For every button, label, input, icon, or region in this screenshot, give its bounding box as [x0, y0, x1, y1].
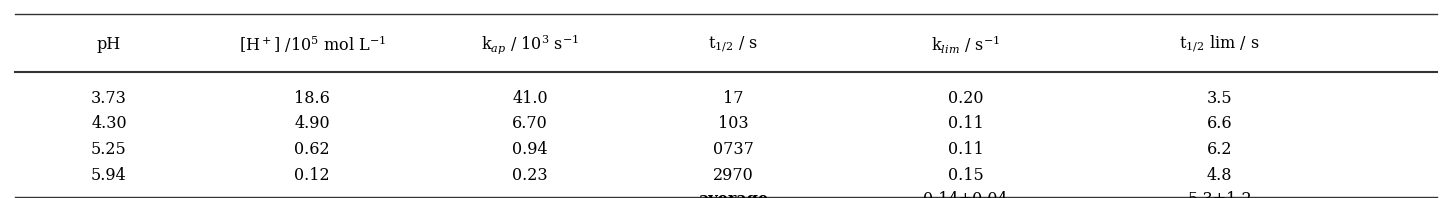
Text: t$_{1/2}$ lim / s: t$_{1/2}$ lim / s — [1179, 34, 1260, 55]
Text: 0.12: 0.12 — [295, 167, 330, 184]
Text: 5.25: 5.25 — [91, 141, 126, 158]
Text: k$_{ap}$ / 10$^3$ s$^{-1}$: k$_{ap}$ / 10$^3$ s$^{-1}$ — [481, 33, 579, 56]
Text: 17: 17 — [723, 89, 743, 107]
Text: 4.90: 4.90 — [295, 115, 330, 132]
Text: 5.3±1.2: 5.3±1.2 — [1188, 191, 1252, 198]
Text: 0.20: 0.20 — [948, 89, 983, 107]
Text: 6.6: 6.6 — [1207, 115, 1233, 132]
Text: 0.11: 0.11 — [948, 115, 983, 132]
Text: 0.11: 0.11 — [948, 141, 983, 158]
Text: 0.62: 0.62 — [295, 141, 330, 158]
Text: 4.30: 4.30 — [91, 115, 126, 132]
Text: 6.70: 6.70 — [513, 115, 547, 132]
Text: k$_{lim}$ / s$^{-1}$: k$_{lim}$ / s$^{-1}$ — [931, 33, 1000, 56]
Text: 0737: 0737 — [713, 141, 754, 158]
Text: 0.14±0.04: 0.14±0.04 — [923, 191, 1008, 198]
Text: 2970: 2970 — [713, 167, 754, 184]
Text: 103: 103 — [717, 115, 749, 132]
Text: pH: pH — [97, 36, 121, 53]
Text: 18.6: 18.6 — [295, 89, 330, 107]
Text: t$_{1/2}$ / s: t$_{1/2}$ / s — [709, 34, 758, 55]
Text: 4.8: 4.8 — [1207, 167, 1233, 184]
Text: average: average — [698, 191, 768, 198]
Text: 3.73: 3.73 — [91, 89, 126, 107]
Text: 0.94: 0.94 — [513, 141, 547, 158]
Text: [H$^+$] /10$^5$ mol L$^{-1}$: [H$^+$] /10$^5$ mol L$^{-1}$ — [238, 34, 386, 55]
Text: 3.5: 3.5 — [1207, 89, 1233, 107]
Text: 5.94: 5.94 — [91, 167, 126, 184]
Text: 0.15: 0.15 — [948, 167, 983, 184]
Text: 41.0: 41.0 — [513, 89, 547, 107]
Text: 0.23: 0.23 — [513, 167, 547, 184]
Text: 6.2: 6.2 — [1207, 141, 1233, 158]
